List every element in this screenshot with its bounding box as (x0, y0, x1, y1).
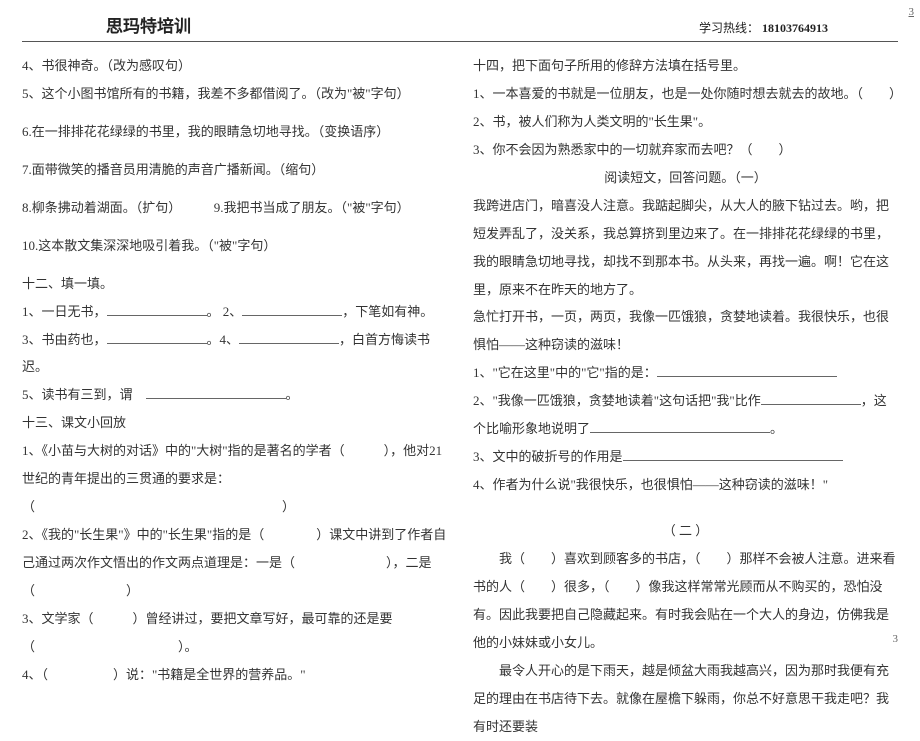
s12-line1: 1、一日无书， 。 2、 ，下笔如有神。 (22, 298, 447, 326)
s12-3b: 。4、 (207, 332, 240, 347)
blank (590, 422, 770, 434)
reading-title-2: （ 二 ） (473, 517, 898, 545)
reading-title-1: 阅读短文，回答问题。（一） (473, 164, 898, 192)
hotline-number: 18103764913 (762, 21, 828, 35)
rq1: 1、"它在这里"中的"它"指的是： (473, 359, 898, 387)
s13-2: 2、《我的"长生果"》中的"长生果"指的是（ ）课文中讲到了作者自己通过两次作文… (22, 521, 447, 605)
s13-3b: （ ）。 (22, 633, 447, 661)
section-13-title: 十三、课文小回放 (22, 409, 447, 437)
page-number-bottom: 3 (893, 633, 899, 645)
r14-1: 1、一本喜爱的书就是一位朋友，也是一处你随时想去就去的故地。（ ） (473, 80, 898, 108)
rq2c: 。 (770, 421, 783, 436)
rq3a: 3、文中的破折号的作用是 (473, 449, 623, 464)
q10: 10.这本散文集深深地吸引着我。（"被"字句） (22, 232, 447, 260)
s12-line2: 3、书由药也，。4、，白首方悔读书迟。 (22, 326, 447, 382)
blank (623, 449, 843, 461)
blank (107, 332, 207, 344)
section-14-title: 十四，把下面句子所用的修辞方法填在括号里。 (473, 52, 898, 80)
blank (239, 332, 339, 344)
blank (761, 394, 861, 406)
s12-1c: ，下笔如有神。 (342, 304, 433, 319)
q5: 5、这个小图书馆所有的书籍，我差不多都借阅了。（改为"被"字句） (22, 80, 447, 108)
rq3: 3、文中的破折号的作用是 (473, 443, 898, 471)
s13-3: 3、文学家（ ）曾经讲过，要把文章写好，最可靠的还是要 (22, 605, 447, 633)
left-column: 4、书很神奇。（改为感叹句） 5、这个小图书馆所有的书籍，我差不多都借阅了。（改… (22, 52, 447, 741)
rq2a: 2、"我像一匹饿狼，贪婪地读着"这句话把"我"比作 (473, 393, 761, 408)
header-title: 思玛特培训 (22, 12, 191, 37)
r2-p2: 最令人开心的是下雨天，越是倾盆大雨我越高兴，因为那时我便有充足的理由在书店待下去… (473, 657, 898, 741)
page-number-top: 3 (909, 6, 915, 18)
s12-1a: 1、一日无书， (22, 304, 107, 319)
s13-4: 4、（ ）说："书籍是全世界的营养品。" (22, 661, 447, 689)
page-header: 思玛特培训 学习热线： 18103764913 (22, 12, 898, 42)
hotline-label: 学习热线： (699, 21, 759, 35)
section-12-title: 十二、填一填。 (22, 270, 447, 298)
s12-3a: 3、书由药也， (22, 332, 107, 347)
q9: 9.我把书当成了朋友。（"被"字句） (214, 200, 410, 215)
q6: 6.在一排排花花绿绿的书里，我的眼睛急切地寻找。（变换语序） (22, 118, 447, 146)
q4: 4、书很神奇。（改为感叹句） (22, 52, 447, 80)
blank (146, 388, 286, 400)
r14-3: 3、你不会因为熟悉家中的一切就弃家而去吧？（ ） (473, 136, 898, 164)
s13-1: 1、《小苗与大树的对话》中的"大树"指的是著名的学者（ ），他对21世纪的青年提… (22, 437, 447, 521)
reading-p2: 急忙打开书，一页，两页，我像一匹饿狼，贪婪地读着。我很快乐，也很惧怕——这种窃读… (473, 303, 898, 359)
r2-p1: 我（ ）喜欢到顾客多的书店，（ ）那样不会被人注意。进来看书的人（ ）很多，（ … (473, 545, 898, 657)
header-hotline: 学习热线： 18103764913 (699, 19, 898, 36)
rq4: 4、作者为什么说"我很快乐，也很惧怕——这种窃读的滋味！" (473, 471, 898, 499)
q8: 8.柳条拂动着湖面。（扩句） (22, 200, 175, 215)
rq2: 2、"我像一匹饿狼，贪婪地读着"这句话把"我"比作，这个比喻形象地说明了。 (473, 387, 898, 443)
s12-line3: 5、读书有三到，谓 。 (22, 381, 447, 409)
s12-5a: 5、读书有三到，谓 (22, 387, 133, 402)
s12-1b: 。 2、 (207, 304, 243, 319)
blank (242, 304, 342, 316)
blank (657, 366, 837, 378)
r14-2: 2、书，被人们称为人类文明的"长生果"。 (473, 108, 898, 136)
blank (107, 304, 207, 316)
right-column: 十四，把下面句子所用的修辞方法填在括号里。 1、一本喜爱的书就是一位朋友，也是一… (473, 52, 898, 741)
content-columns: 4、书很神奇。（改为感叹句） 5、这个小图书馆所有的书籍，我差不多都借阅了。（改… (22, 52, 898, 741)
q7: 7.面带微笑的播音员用清脆的声音广播新闻。（缩句） (22, 156, 447, 184)
reading-p1: 我跨进店门，暗喜没人注意。我踮起脚尖，从大人的腋下钻过去。哟，把短发弄乱了，没关… (473, 192, 898, 304)
q8q9: 8.柳条拂动着湖面。（扩句） 9.我把书当成了朋友。（"被"字句） (22, 194, 447, 222)
rq1-text: 1、"它在这里"中的"它"指的是： (473, 365, 657, 380)
